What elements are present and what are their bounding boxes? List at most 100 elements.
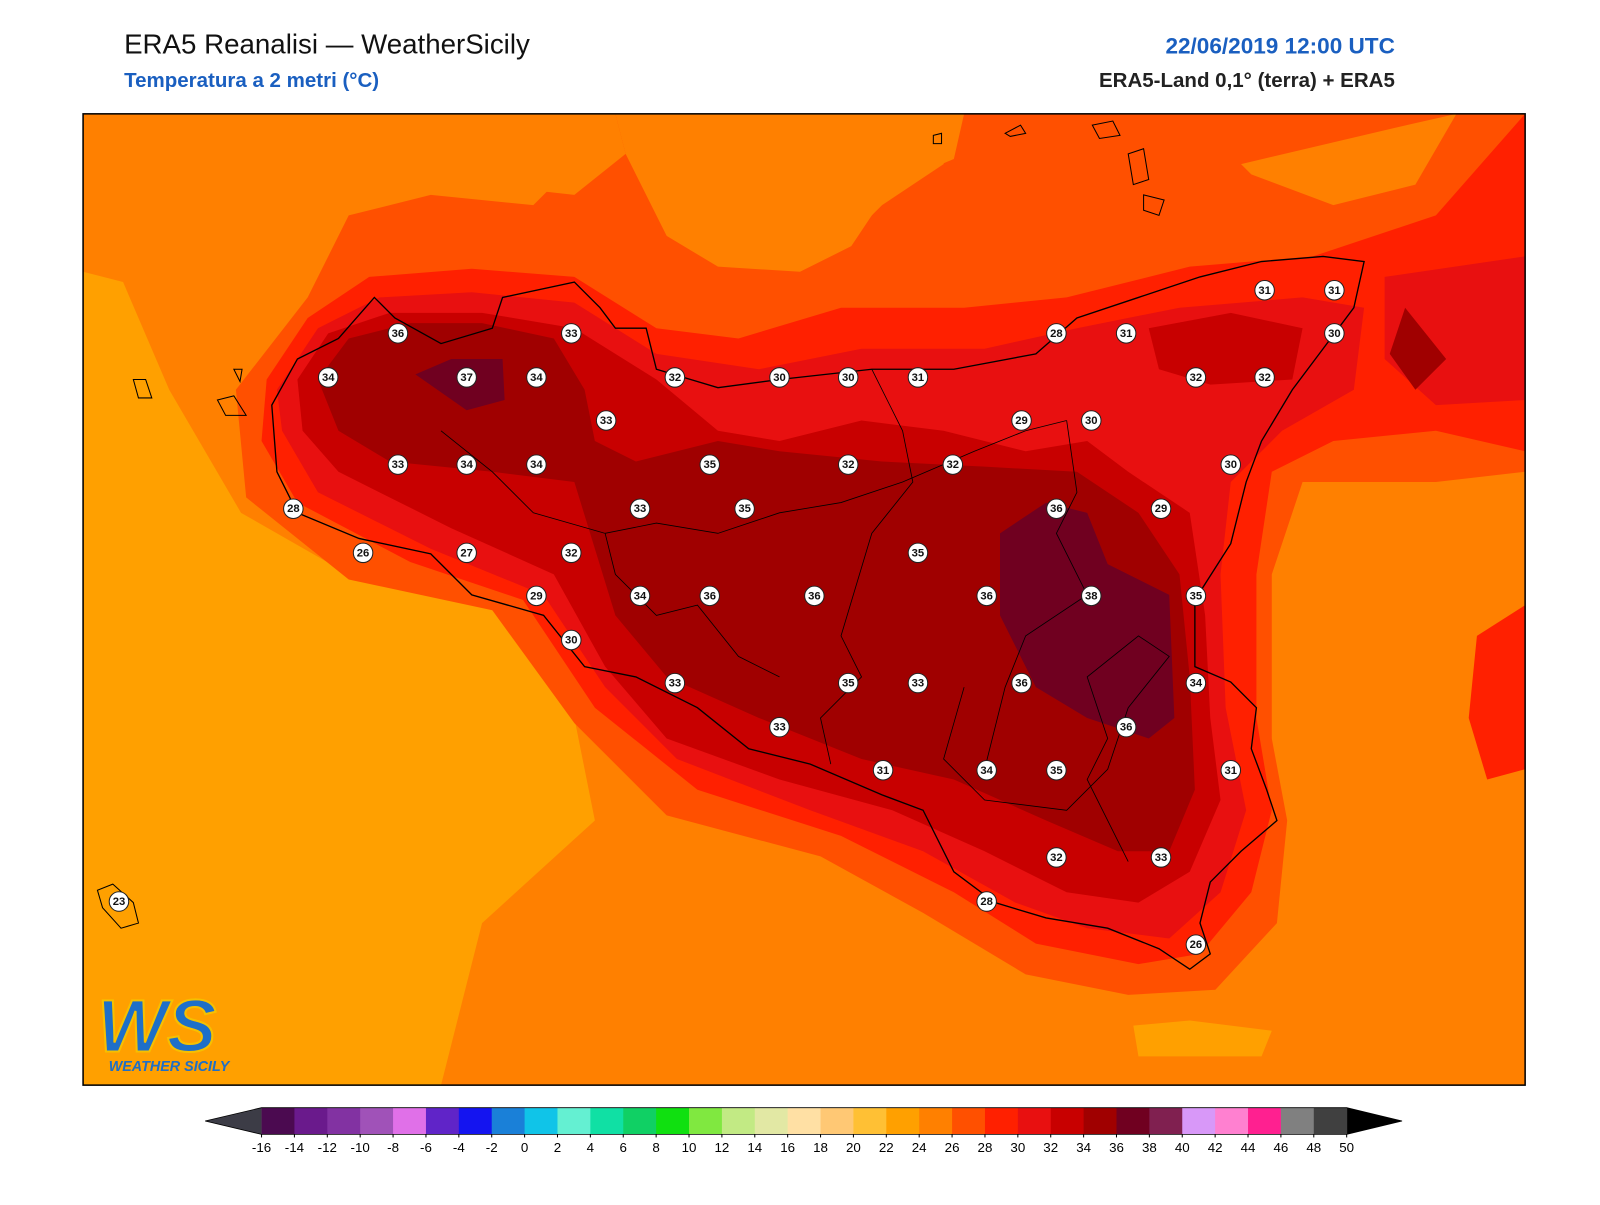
station-value: 30 xyxy=(565,635,578,647)
station-marker xyxy=(872,759,894,781)
station-value: 36 xyxy=(392,328,405,340)
station-marker xyxy=(629,585,651,607)
colorbar-segment xyxy=(1215,1107,1249,1135)
station-marker xyxy=(526,585,547,607)
station-value: 30 xyxy=(842,372,855,384)
station-value: 32 xyxy=(669,372,682,384)
station-marker xyxy=(837,672,859,694)
station-value: 33 xyxy=(565,328,578,340)
station-marker xyxy=(1081,410,1102,431)
colorbar-tick-label: 44 xyxy=(1241,1140,1256,1155)
colorbar-segment xyxy=(1280,1107,1315,1135)
station-marker xyxy=(1046,847,1067,868)
station-value: 34 xyxy=(1190,678,1203,690)
colorbar-segment xyxy=(721,1107,756,1135)
colorbar-tick-label: 0 xyxy=(521,1140,528,1155)
station-marker xyxy=(317,367,339,388)
station-marker xyxy=(1150,847,1172,868)
station-value: 33 xyxy=(600,415,613,427)
station-marker xyxy=(561,323,582,344)
station-value: 36 xyxy=(1050,503,1063,515)
station-value: 38 xyxy=(1085,590,1098,602)
colorbar-tick-label: -4 xyxy=(453,1140,465,1155)
colorbar-segment xyxy=(984,1107,1019,1135)
colorbar-tick-label: 50 xyxy=(1339,1140,1354,1155)
station-value: 33 xyxy=(634,503,647,515)
colorbar-segment xyxy=(1050,1107,1085,1135)
station-value: 32 xyxy=(947,459,960,471)
colorbar-segment xyxy=(327,1107,361,1135)
station-value: 29 xyxy=(530,590,543,602)
colorbar-tick-label: 28 xyxy=(978,1140,993,1155)
colorbar-tick-label: -10 xyxy=(351,1140,370,1155)
station-marker xyxy=(837,454,859,475)
station-value: 30 xyxy=(773,372,786,384)
station-value: 34 xyxy=(530,372,543,384)
station-marker xyxy=(456,367,477,388)
station-value: 32 xyxy=(1190,372,1203,384)
station-value: 33 xyxy=(912,678,925,690)
station-marker xyxy=(1115,323,1137,344)
station-marker xyxy=(837,367,859,388)
station-marker xyxy=(942,454,964,475)
colorbar-segment xyxy=(1248,1107,1282,1135)
station-value: 36 xyxy=(808,590,821,602)
station-marker xyxy=(1011,410,1032,431)
colorbar-segment xyxy=(1083,1107,1118,1135)
station-marker xyxy=(456,542,477,564)
station-value: 36 xyxy=(703,590,716,602)
station-value: 32 xyxy=(842,459,855,471)
colorbar-tick-label: 48 xyxy=(1306,1140,1321,1155)
station-marker xyxy=(1220,454,1242,475)
station-value: 34 xyxy=(322,372,335,384)
station-value: 32 xyxy=(565,547,578,559)
colorbar-tick-label: 36 xyxy=(1109,1140,1124,1155)
colorbar-segment xyxy=(524,1107,558,1135)
colorbar-tick-label: 38 xyxy=(1142,1140,1157,1155)
station-marker xyxy=(769,716,790,738)
station-value: 36 xyxy=(1015,678,1028,690)
station-value: 37 xyxy=(460,372,473,384)
colorbar-segment xyxy=(820,1107,854,1135)
station-marker xyxy=(1324,279,1345,301)
temperature-field xyxy=(83,113,1526,1086)
logo: WS WEATHER SICILY xyxy=(96,983,230,1075)
colorbar-segment xyxy=(623,1107,657,1135)
colorbar-segment xyxy=(1116,1107,1150,1135)
station-value: 29 xyxy=(1155,503,1168,515)
colorbar-segment xyxy=(590,1107,624,1135)
station-marker xyxy=(1185,367,1207,388)
station-marker xyxy=(1185,934,1207,955)
colorbar-tick-label: 42 xyxy=(1208,1140,1223,1155)
date: 22/06/2019 12:00 UTC xyxy=(1165,33,1394,58)
colorbar-tick-label: 16 xyxy=(780,1140,795,1155)
station-marker xyxy=(387,323,409,344)
colorbar-tick-label: 40 xyxy=(1175,1140,1190,1155)
colorbar-tick-label: 10 xyxy=(682,1140,697,1155)
station-marker xyxy=(1185,672,1207,694)
station-marker xyxy=(352,542,374,564)
logo-mark: WS xyxy=(97,984,216,1067)
colorbar-segment xyxy=(261,1107,295,1135)
station-value: 36 xyxy=(980,590,993,602)
station-marker xyxy=(907,367,929,388)
station-marker xyxy=(976,891,997,912)
station-marker xyxy=(526,454,547,475)
station-marker xyxy=(595,410,617,431)
colorbar-tick-label: 14 xyxy=(747,1140,762,1155)
station-marker xyxy=(283,498,304,519)
station-value: 31 xyxy=(1258,285,1271,297)
station-marker xyxy=(526,367,547,388)
colorbar-tick-label: 32 xyxy=(1043,1140,1058,1155)
station-value: 33 xyxy=(773,722,786,734)
station-marker xyxy=(1220,759,1242,781)
station-marker xyxy=(108,891,130,912)
station-marker xyxy=(664,672,686,694)
station-marker xyxy=(699,454,720,475)
source: ERA5-Land 0,1° (terra) + ERA5 xyxy=(1099,69,1395,92)
colorbar-segment xyxy=(952,1107,986,1135)
colorbar-tick-label: 34 xyxy=(1076,1140,1091,1155)
station-marker xyxy=(629,498,651,519)
station-marker xyxy=(804,585,825,607)
